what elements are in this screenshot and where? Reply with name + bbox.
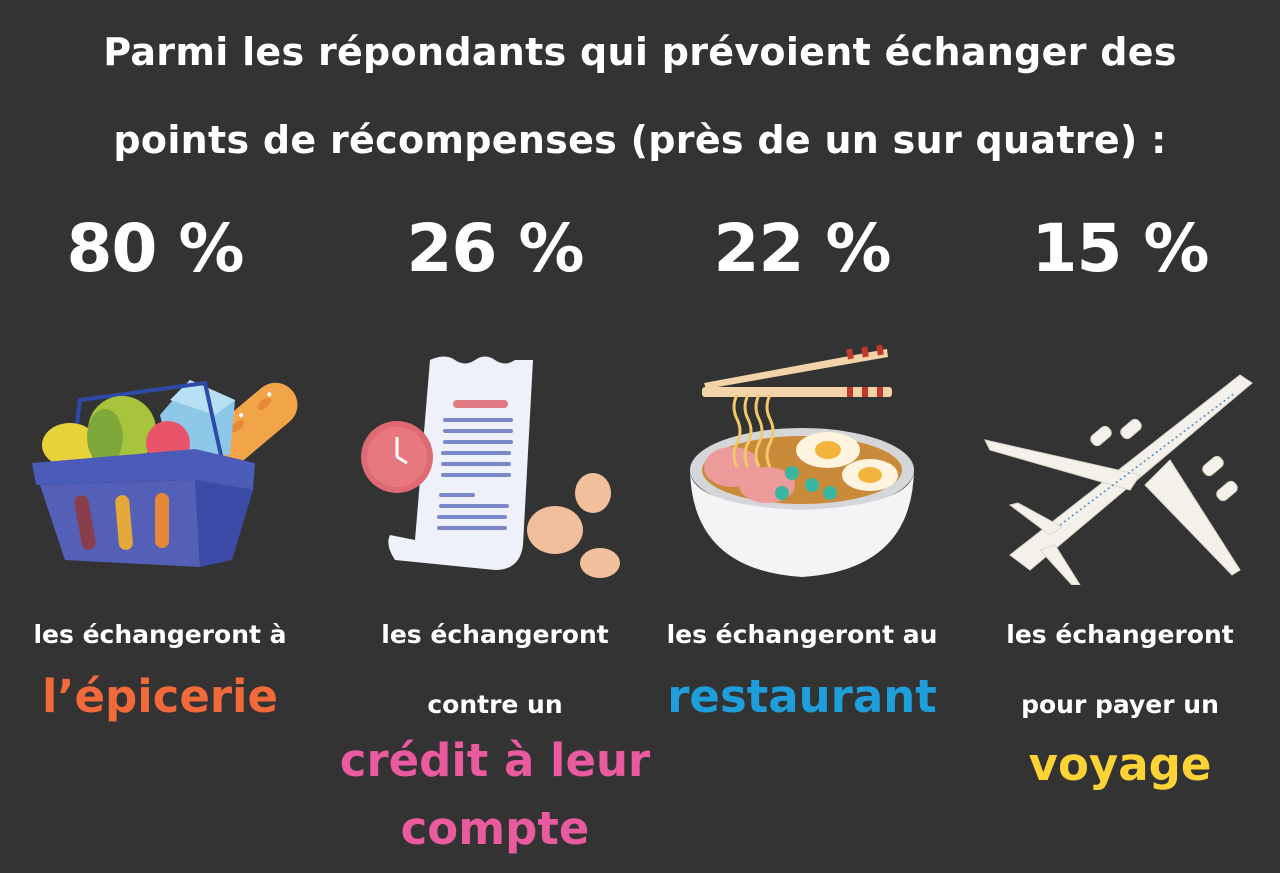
stat-percent: 22 %: [713, 210, 892, 287]
caption-line: les échangeront au: [666, 620, 938, 649]
highlight-epicerie: l’épicerie: [41, 670, 278, 723]
highlight-credit: crédit à leur: [339, 734, 651, 787]
stat-percent: 15 %: [1031, 210, 1210, 287]
stat-voyage: 15 % les échangeront pour payer un voyag: [970, 0, 1270, 873]
highlight-voyage: voyage: [1028, 738, 1212, 791]
title-line-2: points de récompenses (près de un sur qu…: [113, 118, 1167, 162]
stat-restaurant: 22 %: [652, 0, 952, 873]
stat-percent: 80 %: [66, 210, 245, 287]
caption-line: les échangeront: [381, 620, 609, 649]
noodle-bowl-icon: [652, 345, 952, 580]
title-line-1: Parmi les répondants qui prévoient échan…: [103, 30, 1177, 74]
grocery-basket-icon: [10, 345, 310, 580]
stat-credit: 26 %: [340, 0, 650, 873]
stat-percent: 26 %: [406, 210, 585, 287]
caption-line: contre un: [427, 690, 563, 719]
receipt-clock-coins-icon: [345, 345, 645, 580]
caption-line: pour payer un: [1021, 690, 1219, 719]
highlight-compte: compte: [400, 802, 590, 855]
airplane-icon: [970, 345, 1270, 585]
caption-line: les échangeront à: [33, 620, 287, 649]
caption-line: les échangeront: [1006, 620, 1234, 649]
stat-grocery: 80 %: [10, 0, 310, 873]
highlight-restaurant: restaurant: [667, 670, 937, 723]
